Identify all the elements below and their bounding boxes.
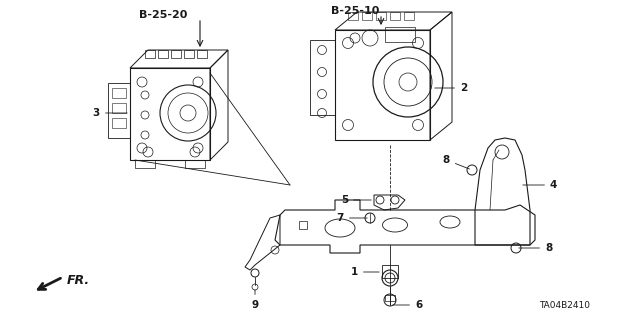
- Bar: [385, 27, 415, 42]
- Text: 3: 3: [93, 108, 127, 118]
- Bar: [335, 30, 430, 140]
- Text: TA04B2410: TA04B2410: [539, 301, 590, 310]
- Text: 6: 6: [393, 300, 422, 310]
- Text: B-25-20: B-25-20: [139, 10, 187, 20]
- Bar: [112, 103, 126, 113]
- Text: 9: 9: [252, 290, 259, 310]
- Bar: [390, 12, 400, 20]
- Bar: [299, 221, 307, 229]
- Bar: [382, 265, 398, 278]
- Bar: [362, 12, 372, 20]
- Bar: [135, 160, 155, 168]
- Bar: [108, 83, 130, 138]
- Bar: [145, 50, 155, 58]
- Text: B-25-10: B-25-10: [331, 6, 379, 16]
- Text: 7: 7: [337, 213, 367, 223]
- Bar: [185, 160, 205, 168]
- Bar: [197, 50, 207, 58]
- Text: 5: 5: [340, 195, 371, 205]
- Bar: [310, 40, 335, 115]
- Bar: [112, 118, 126, 128]
- Text: 1: 1: [351, 267, 380, 277]
- Bar: [404, 12, 414, 20]
- Text: 4: 4: [523, 180, 557, 190]
- Bar: [112, 88, 126, 98]
- Bar: [348, 12, 358, 20]
- Text: FR.: FR.: [67, 274, 90, 287]
- Text: 8: 8: [443, 155, 469, 169]
- Bar: [385, 295, 395, 301]
- Text: 8: 8: [519, 243, 552, 253]
- Bar: [376, 12, 386, 20]
- Text: 2: 2: [435, 83, 467, 93]
- Bar: [158, 50, 168, 58]
- Bar: [130, 68, 210, 160]
- Bar: [184, 50, 194, 58]
- Bar: [171, 50, 181, 58]
